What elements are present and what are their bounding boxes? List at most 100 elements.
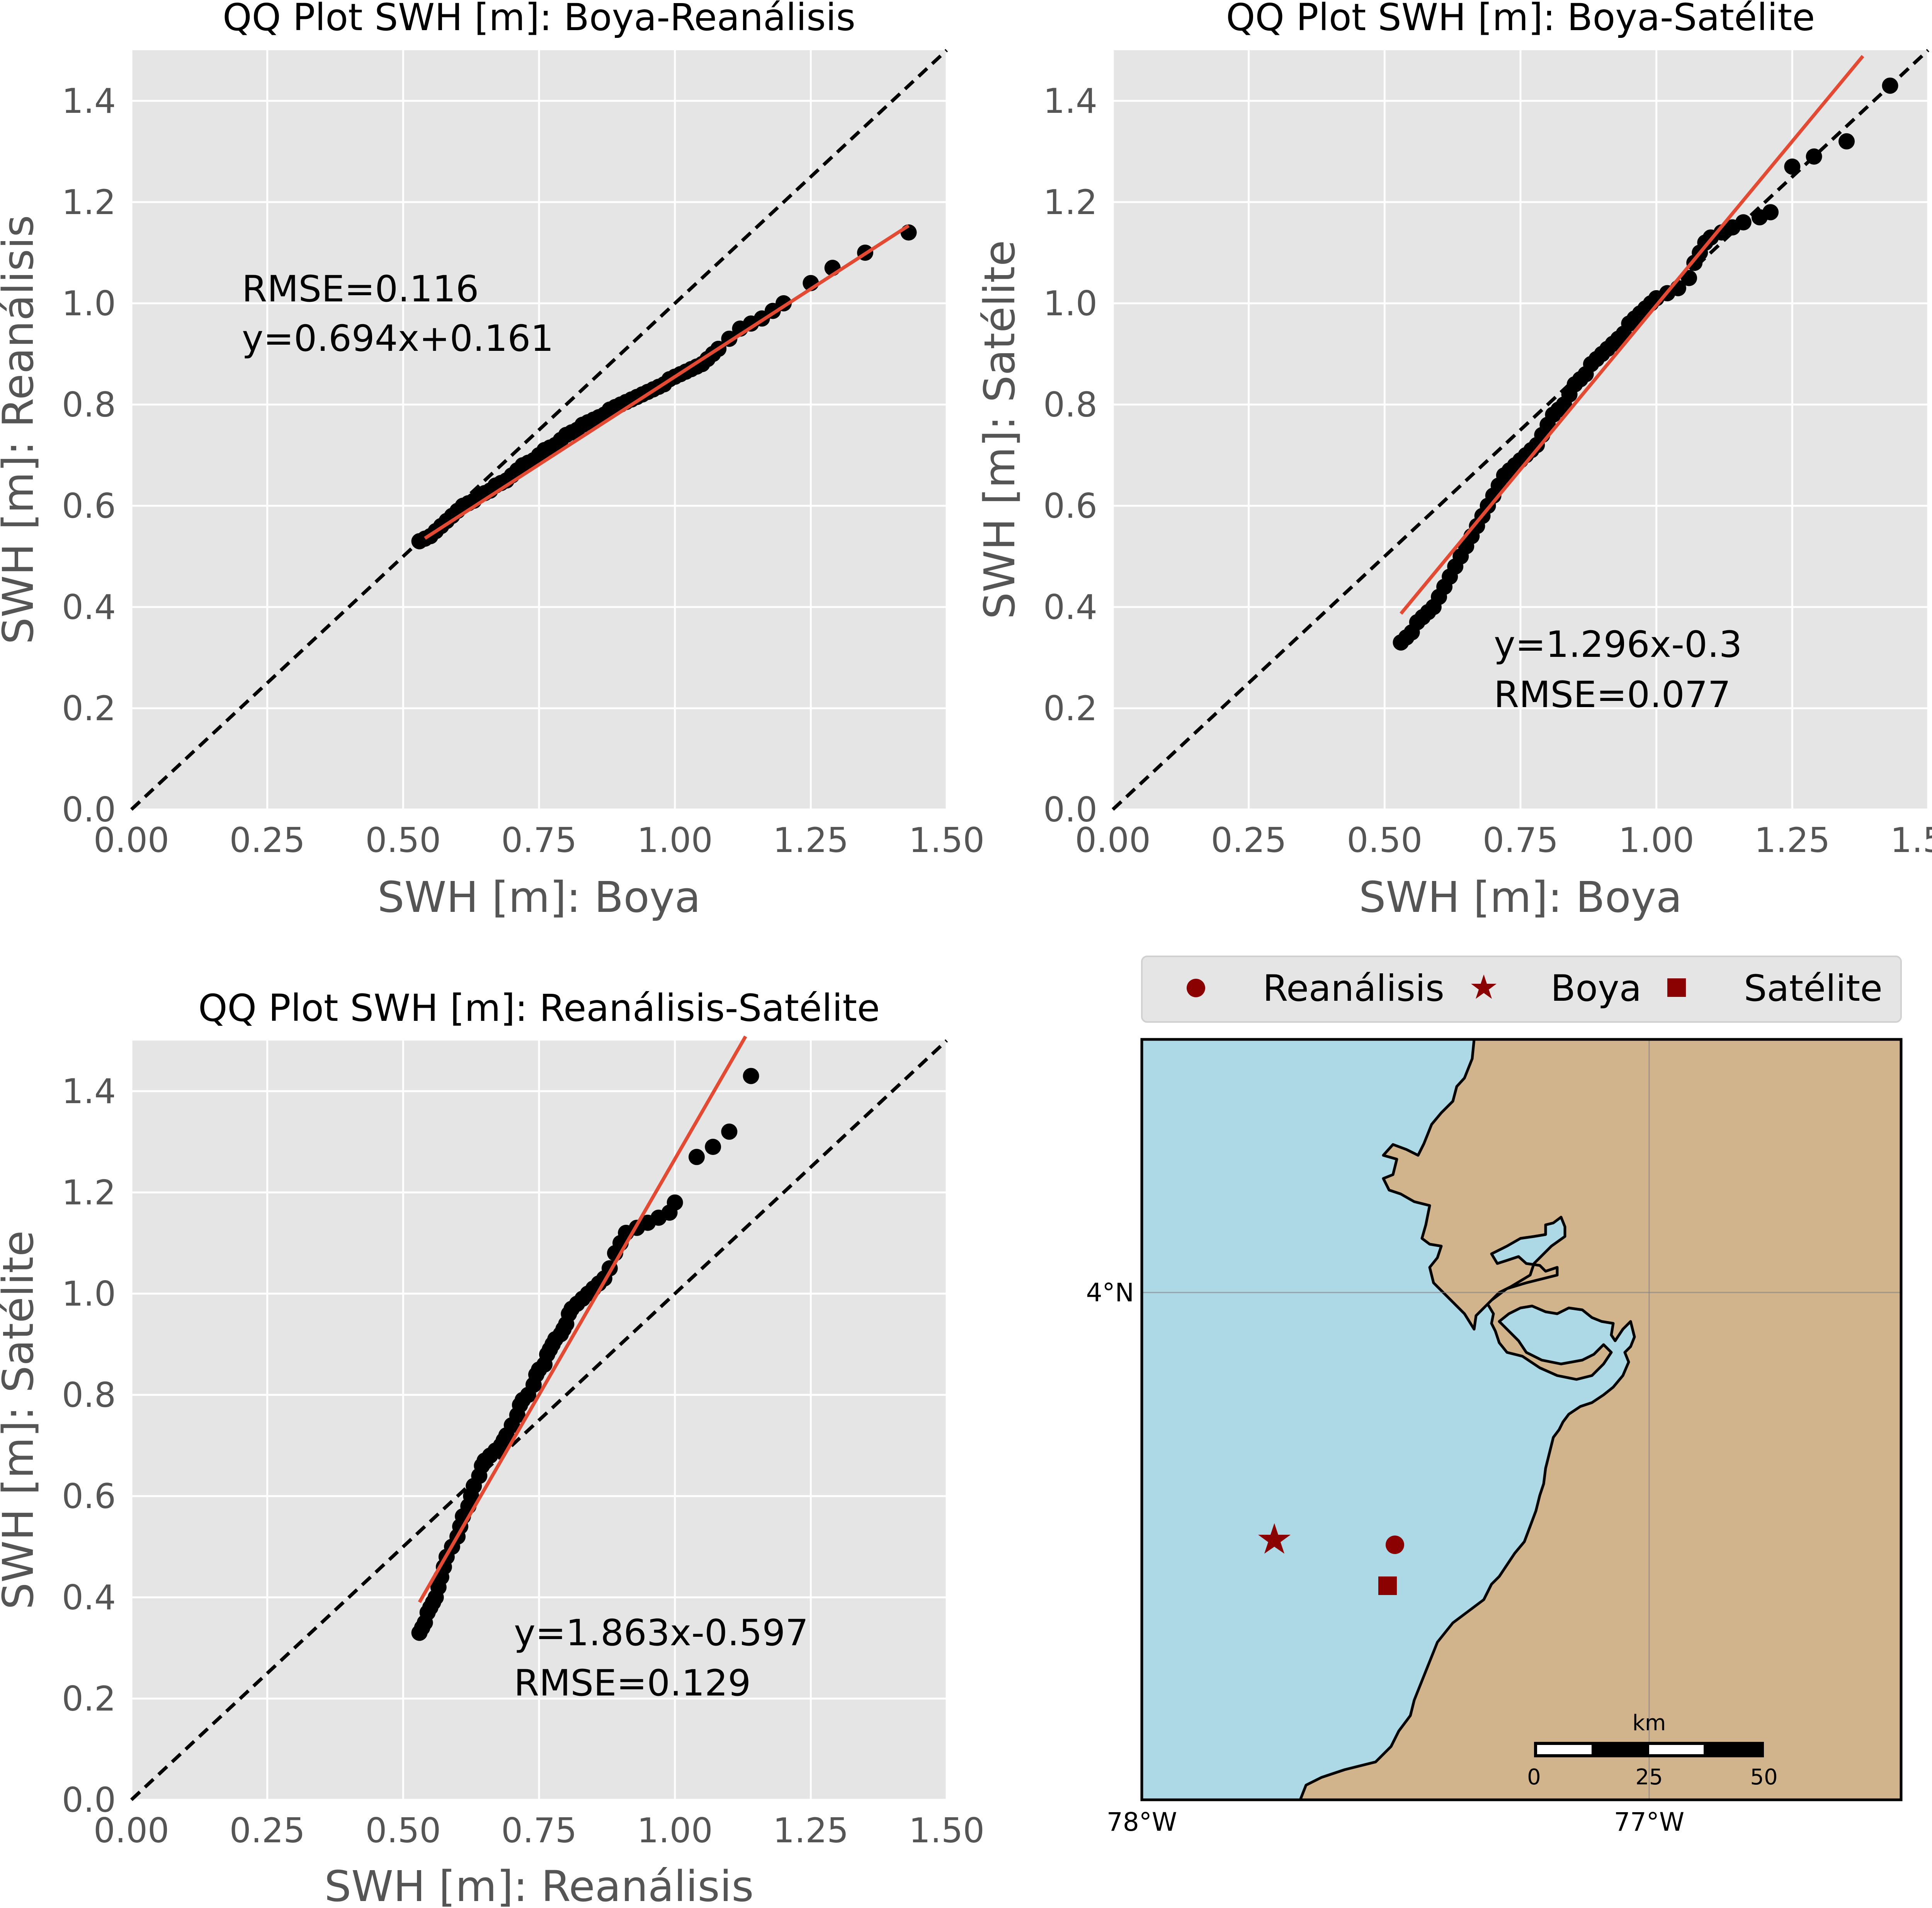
y-tick-label: 0.8 bbox=[1043, 385, 1097, 425]
x-tick-label: 1.50 bbox=[909, 1811, 985, 1850]
y-tick-label: 0.8 bbox=[62, 1375, 116, 1415]
fit-line bbox=[1400, 55, 1864, 615]
x-tick-label: 0.25 bbox=[1211, 820, 1287, 860]
scale-tick-0: 0 bbox=[1527, 1765, 1541, 1790]
grid bbox=[130, 1041, 948, 1801]
x-tick-label: 0.75 bbox=[1483, 820, 1558, 860]
y-tick-label: 0.0 bbox=[62, 1780, 116, 1820]
scale-bar-white-segment bbox=[1649, 1745, 1704, 1754]
rmse-annotation: RMSE=0.129 bbox=[514, 1662, 751, 1704]
qq-point bbox=[721, 1123, 738, 1140]
qq-point bbox=[1762, 204, 1779, 221]
panel-title: QQ Plot SWH [m]: Boya-Reanálisis bbox=[223, 0, 855, 39]
y-tick-labels: 0.0 0.2 0.4 0.6 0.8 1.0 1.2 1.4 bbox=[62, 1071, 116, 1820]
satelite-square-marker bbox=[1378, 1576, 1397, 1595]
qq-point bbox=[1882, 77, 1898, 94]
x-tick-label: 0.00 bbox=[94, 820, 169, 860]
lon-label-78w: 78°W bbox=[1107, 1807, 1177, 1837]
y-tick-label: 1.0 bbox=[1043, 284, 1097, 323]
identity-line bbox=[1111, 49, 1930, 811]
x-tick-label: 1.00 bbox=[1619, 820, 1694, 860]
qq-points bbox=[411, 1068, 759, 1641]
x-tick-label: 1.50 bbox=[909, 820, 985, 860]
grid bbox=[130, 50, 948, 811]
x-tick-labels: 0.00 0.25 0.50 0.75 1.00 1.25 1.50 bbox=[94, 1811, 985, 1850]
x-tick-label: 1.50 bbox=[1890, 820, 1932, 860]
y-tick-label: 0.0 bbox=[1043, 790, 1097, 830]
y-tick-label: 1.4 bbox=[62, 1071, 116, 1111]
y-tick-label: 0.2 bbox=[62, 1679, 116, 1719]
scale-bar-unit: km bbox=[1633, 1711, 1666, 1736]
panel-boya-satelite: QQ Plot SWH [m]: Boya-Satélite y=1.296x-… bbox=[975, 0, 1932, 922]
panel-title: QQ Plot SWH [m]: Reanálisis-Satélite bbox=[198, 986, 880, 1030]
x-axis-label: SWH [m]: Reanálisis bbox=[324, 1862, 753, 1908]
y-tick-label: 0.6 bbox=[62, 486, 116, 526]
legend-box bbox=[1141, 956, 1902, 1023]
rmse-annotation: RMSE=0.116 bbox=[242, 268, 479, 310]
star-marker-icon bbox=[1471, 974, 1497, 999]
qq-point bbox=[667, 1194, 683, 1211]
y-tick-label: 0.0 bbox=[62, 790, 116, 830]
x-tick-labels: 0.00 0.25 0.50 0.75 1.00 1.25 1.50 bbox=[94, 820, 985, 860]
y-tick-label: 1.4 bbox=[1043, 81, 1097, 121]
lat-label-4n: 4°N bbox=[1086, 1278, 1134, 1308]
boya-star-marker bbox=[1258, 1523, 1291, 1554]
map-area: km 0 25 50 bbox=[1142, 1039, 1901, 1800]
x-axis-label: SWH [m]: Boya bbox=[1359, 872, 1682, 922]
x-tick-label: 0.75 bbox=[501, 820, 577, 860]
y-tick-label: 1.2 bbox=[62, 1173, 116, 1212]
x-tick-labels: 0.00 0.25 0.50 0.75 1.00 1.25 1.50 bbox=[1075, 820, 1932, 860]
lon-label-77w: 77°W bbox=[1614, 1807, 1684, 1837]
fit-line bbox=[424, 224, 910, 540]
qq-point bbox=[1681, 270, 1697, 286]
y-tick-label: 0.6 bbox=[1043, 486, 1097, 526]
y-axis-label: SWH [m]: Satélite bbox=[0, 1230, 43, 1609]
y-tick-label: 0.4 bbox=[1043, 587, 1097, 627]
y-tick-labels: 0.0 0.2 0.4 0.6 0.8 1.0 1.2 1.4 bbox=[62, 81, 116, 830]
scale-tick-25: 25 bbox=[1635, 1765, 1663, 1790]
qq-point bbox=[743, 1068, 759, 1084]
fit-equation-annotation: y=0.694x+0.161 bbox=[242, 318, 554, 360]
land bbox=[1299, 1039, 1901, 1800]
rmse-annotation: RMSE=0.077 bbox=[1494, 674, 1731, 716]
qq-point bbox=[1784, 158, 1801, 175]
panel-reanalisis-satelite: QQ Plot SWH [m]: Reanálisis-Satélite y=1… bbox=[0, 986, 985, 1908]
y-tick-label: 1.4 bbox=[62, 81, 116, 121]
qq-point bbox=[1838, 133, 1855, 150]
scale-tick-50: 50 bbox=[1750, 1765, 1777, 1790]
y-axis-label: SWH [m]: Satélite bbox=[975, 240, 1024, 619]
fit-equation-annotation: y=1.863x-0.597 bbox=[514, 1612, 808, 1654]
square-marker-icon bbox=[1667, 978, 1686, 997]
x-tick-label: 0.00 bbox=[1075, 820, 1151, 860]
x-tick-label: 1.25 bbox=[773, 820, 849, 860]
y-tick-label: 1.0 bbox=[62, 284, 116, 323]
fit-equation-annotation: y=1.296x-0.3 bbox=[1494, 624, 1742, 666]
y-tick-label: 1.2 bbox=[1043, 182, 1097, 222]
y-tick-label: 0.6 bbox=[62, 1476, 116, 1516]
reanalisis-circle-marker bbox=[1386, 1536, 1404, 1554]
fit-line bbox=[418, 1036, 747, 1603]
panel-title: QQ Plot SWH [m]: Boya-Satélite bbox=[1226, 0, 1815, 39]
scale-bar: km 0 25 50 bbox=[1527, 1711, 1777, 1790]
map-legend: Reanálisis Boya Satélite bbox=[1141, 956, 1902, 1023]
x-tick-label: 1.00 bbox=[637, 820, 713, 860]
qq-point bbox=[688, 1149, 705, 1165]
identity-line bbox=[130, 1039, 948, 1801]
map-frame bbox=[1140, 1038, 1903, 1801]
x-tick-label: 0.25 bbox=[230, 1811, 305, 1850]
x-tick-label: 0.50 bbox=[365, 1811, 441, 1850]
panel-boya-reanalisis: QQ Plot SWH [m]: Boya-Reanálisis RMSE=0.… bbox=[0, 0, 985, 922]
qq-point bbox=[1806, 148, 1822, 165]
x-axis-label: SWH [m]: Boya bbox=[378, 872, 701, 922]
y-tick-label: 0.4 bbox=[62, 587, 116, 627]
x-tick-label: 0.75 bbox=[501, 1811, 577, 1850]
y-tick-label: 0.4 bbox=[62, 1578, 116, 1617]
legend-label-boya: Boya bbox=[1551, 968, 1641, 1010]
x-tick-label: 0.25 bbox=[230, 820, 305, 860]
circle-marker-icon bbox=[1187, 979, 1205, 997]
y-tick-label: 1.2 bbox=[62, 182, 116, 222]
y-tick-label: 0.2 bbox=[1043, 689, 1097, 728]
x-tick-label: 1.00 bbox=[637, 1811, 713, 1850]
y-tick-label: 0.2 bbox=[62, 689, 116, 728]
